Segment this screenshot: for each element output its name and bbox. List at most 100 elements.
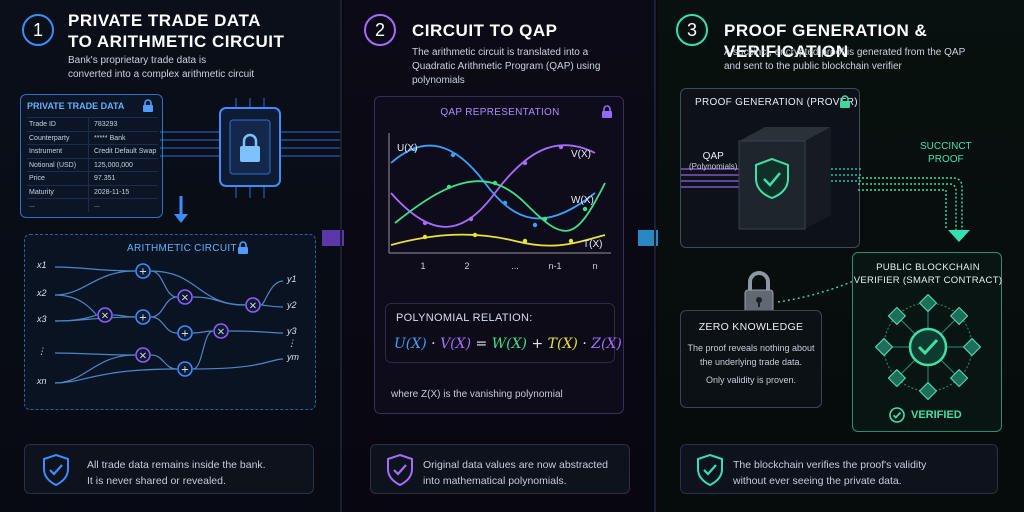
plus-gate-icon (177, 361, 193, 377)
succinct-proof-line1: SUCCINCT (920, 141, 972, 152)
relation-title: POLYNOMIAL RELATION: (396, 312, 533, 324)
circuit-wire (54, 354, 136, 384)
vanishing-note: where Z(X) is the vanishing polynomial (391, 389, 563, 400)
step2-desc-line1: The arithmetic circuit is translated int… (412, 47, 589, 58)
lock-icon (840, 95, 850, 108)
circuit-wire (54, 270, 136, 296)
padlock-icon (744, 271, 774, 313)
step2-title: CIRCUIT TO QAP (412, 21, 558, 40)
table-cell-value: Credit Default Swap (94, 148, 157, 155)
blockchain-node-icon (949, 306, 969, 326)
gate-symbol: + (139, 313, 147, 324)
eq-plus: + (531, 336, 544, 352)
circuit-wire (54, 352, 136, 356)
zk-line2: the underlying trade data. (699, 357, 803, 367)
lock-icon (238, 241, 248, 254)
shield-check-icon (387, 453, 413, 487)
table-row: Counterparty ***** Bank (27, 130, 158, 144)
eq-u: U(X) (394, 336, 427, 352)
u-curve-point (412, 146, 418, 152)
x-tick-label: n (592, 261, 597, 271)
u-curve (390, 144, 596, 220)
prover-title: PROOF GENERATION (PROVER) (695, 97, 858, 108)
qap-plot: U(X) V(X) W(X) T(X) 1 2... n-1 n (388, 133, 611, 271)
plus-gate-icon (177, 325, 193, 341)
step3-number-text: 3 (686, 19, 697, 40)
succinct-proof-label: SUCCINCT PROOF (920, 140, 972, 166)
verifier-title-line1: PUBLIC BLOCKCHAIN (876, 262, 980, 273)
x-tick-label: 1 (420, 261, 425, 271)
zero-knowledge-box: ZERO KNOWLEDGE The proof reveals nothing… (680, 310, 822, 408)
circuit-wire (150, 354, 178, 370)
qap-sublabel: (Polynomials) (689, 162, 738, 171)
step2-note-line2: into mathematical polynomials. (423, 475, 567, 487)
step3-desc-line2: and sent to the public blockchain verifi… (724, 61, 902, 72)
trade-data-table: PRIVATE TRADE DATA Trade ID 783293 Counter… (20, 94, 163, 218)
w-curve-point (492, 180, 498, 186)
circuit-input-label: xn (37, 376, 47, 386)
w-curve-point (446, 184, 452, 190)
circuit-wire (150, 296, 178, 318)
step3-number: 3 (676, 14, 708, 46)
blockchain-node-icon (887, 368, 907, 388)
verifier-title: PUBLIC BLOCKCHAIN VERIFIER (SMART CONTRA… (853, 261, 1003, 287)
circuit-wire (192, 330, 214, 370)
proof-stream (858, 177, 970, 242)
u-curve-point (502, 200, 508, 206)
circuit-wire (112, 314, 136, 318)
gate-symbol: × (139, 351, 147, 362)
step1-title-line2: TO ARITHMETIC CIRCUIT (68, 32, 285, 51)
table-cell-field: Counterparty (27, 131, 89, 144)
curve-label: V(X) (571, 149, 591, 160)
v-curve-point (422, 220, 428, 226)
divider (340, 0, 342, 512)
step1-note-line1: All trade data remains inside the bank. (87, 459, 266, 471)
trade-table-rows: Trade ID 783293 Counterparty ***** Bank Inst… (27, 117, 158, 212)
trade-table-title: PRIVATE TRADE DATA (27, 101, 125, 111)
step2-number: 2 (364, 14, 396, 46)
eq-equals: = (475, 336, 488, 352)
table-cell-value: 783293 (94, 121, 118, 128)
step3-note-line2: without ever seeing the private data. (733, 475, 902, 487)
step1-desc-line2: converted into a complex arithmetic circ… (68, 69, 255, 80)
step1-description: Bank's proprietary trade data is convert… (68, 54, 254, 82)
table-row: Notional (USD) 125,000,000 (27, 157, 158, 171)
table-cell-value: ***** Bank (94, 134, 126, 142)
check-mark (917, 338, 939, 356)
u-curve-point (450, 152, 456, 158)
plus-gate-icon (135, 263, 151, 279)
circuit-output-label: y2 (287, 300, 297, 310)
chip-illustration (160, 98, 340, 198)
table-row: Price 97.351 (27, 171, 158, 185)
step1-panel: 1 PRIVATE TRADE DATA TO ARITHMETIC CIRCU… (0, 0, 340, 512)
x-tick-label: 2 (464, 261, 469, 271)
step3-description: A succinct, encrypted proof is generated… (724, 46, 965, 74)
step1-number-text: 1 (32, 19, 43, 40)
circuit-wire (54, 266, 136, 272)
step2-panel: 2 CIRCUIT TO QAP The arithmetic circuit … (344, 0, 654, 512)
step3-note-line1: The blockchain verifies the proof's vali… (733, 459, 927, 471)
step2-description: The arithmetic circuit is translated int… (412, 46, 654, 88)
circuit-wire (228, 330, 284, 334)
table-cell-field: Price (27, 172, 89, 185)
chip-lock-icon (240, 133, 260, 162)
circuit-graph: + × × + + × × + × (54, 263, 284, 384)
blockchain-node-icon (918, 381, 938, 401)
blockchain-network (874, 293, 982, 401)
table-cell-field: Notional (USD) (27, 158, 89, 171)
shield-check-icon (755, 157, 789, 200)
circuit-input-label: x3 (37, 314, 47, 324)
v-curve-point (468, 216, 474, 222)
qap-panel: QAP REPRESENTATION U(X) V(X) W(X) T(X) 1 2...… (374, 96, 624, 414)
curve-label: U(X) (397, 143, 418, 154)
succinct-proof-line2: PROOF (928, 154, 964, 165)
zk-line3: Only validity is proven. (705, 375, 797, 385)
table-cell-value: ... (94, 202, 100, 209)
circuit-wire (150, 270, 178, 298)
check-circle-icon (908, 327, 948, 367)
table-cell-field: Instrument (27, 145, 89, 158)
t-curve-point (568, 238, 574, 244)
gate-symbol: × (249, 301, 257, 312)
circuit-output-label: y1 (287, 274, 297, 284)
circuit-wire (192, 296, 246, 306)
